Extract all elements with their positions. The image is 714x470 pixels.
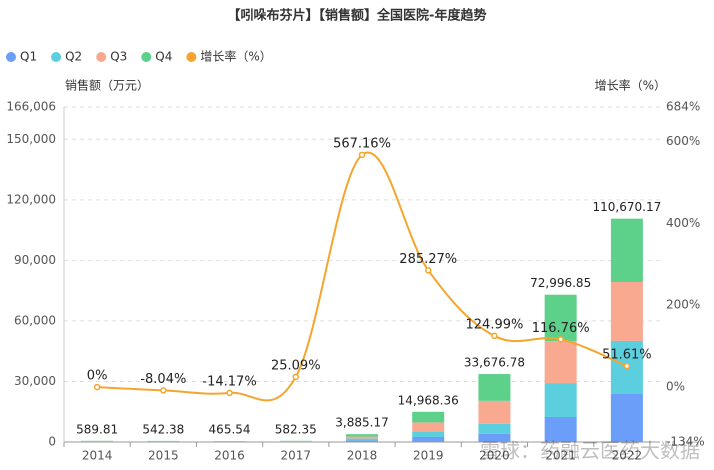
bar-segment [346,440,378,442]
y2-tick-label: 600% [666,134,700,148]
x-tick-label: 2022 [612,449,643,463]
line-point [226,389,233,397]
legend-label: Q3 [110,50,127,64]
y-tick-label: 120,000 [6,192,56,206]
total-label: 465.54 [209,423,251,437]
line-label: 567.16% [333,136,391,151]
bar-segment [610,393,643,442]
x-tick-label: 2015 [148,449,179,463]
line-point [160,387,167,394]
x-tick-label: 2014 [82,449,113,463]
y-tick-label: 30,000 [14,374,56,388]
x-tick-label: 2017 [281,449,312,463]
total-label: 14,968.36 [398,393,459,407]
bar-segment [346,438,378,441]
legend-label: 增长率（%） [200,49,271,64]
line-label: 0% [87,369,108,384]
bar-segment [346,434,378,437]
y2-tick-label: -134% [666,435,705,449]
bar-segment [610,281,643,341]
bar-segment [544,416,577,442]
watermark: 雪球：药融云医药大数据 [480,439,700,463]
bar-segment [412,411,445,423]
total-label: 582.35 [275,422,317,436]
bar-segment [478,423,511,434]
line-label: -14.17% [202,374,256,389]
total-label: 542.38 [142,422,184,436]
line [97,151,628,402]
bar-segment [412,436,445,442]
y2-tick-label: 400% [666,216,700,230]
bar-segment [544,341,577,384]
bar-segment [478,433,511,442]
bar-segment [412,422,445,432]
total-label: 72,996.85 [530,276,591,290]
bar-segment [478,400,511,424]
y-tick-label: 166,006 [6,100,56,114]
x-tick-label: 2021 [545,449,576,463]
y2-tick-label: 0% [666,380,685,394]
line-point [93,383,101,391]
legend-swatch [186,52,197,62]
chart-title: 【吲哚布芬片】【销售额】全国医院-年度趋势 [228,8,487,24]
y-tick-label: 150,000 [6,132,56,146]
bar-segment [346,436,378,439]
legend-swatch [96,52,107,62]
y2-tick-label: 200% [666,298,700,312]
total-label: 33,676.78 [464,356,525,370]
line-label: 25.09% [271,358,321,373]
bar-segment [544,294,577,342]
legend-label: Q1 [20,50,37,64]
bar-segment [478,374,511,401]
y-axis-label: 销售额（万元） [65,78,149,93]
x-tick-label: 2019 [413,449,444,463]
y-tick-label: 0 [48,435,56,449]
legend-swatch [51,52,62,62]
y2-axis-label: 增长率（%） [595,78,666,93]
x-tick-label: 2018 [347,449,378,463]
bar-segment [610,218,643,282]
bar-segment [544,383,577,417]
line-label: -8.04% [140,372,186,387]
line-point [557,336,564,343]
line-label: 51.61% [602,347,652,362]
x-tick-label: 2016 [214,449,245,463]
line-point [292,373,300,381]
total-label: 3,885.17 [335,416,388,430]
y2-tick-label: 684% [666,100,700,114]
total-label: 110,670.17 [593,200,662,214]
y-tick-label: 90,000 [14,253,56,267]
line-label: 285.27% [399,252,457,267]
line-point [491,332,498,340]
line-label: 116.76% [532,321,590,336]
line-point [358,151,366,159]
x-tick-label: 2020 [479,449,510,463]
y-tick-label: 60,000 [14,313,56,327]
legend-label: Q2 [65,50,82,64]
line-point [623,362,631,370]
legend-label: Q4 [155,50,172,64]
legend-swatch [6,52,16,62]
bar-segment [412,431,445,437]
legend-swatch [141,52,152,62]
line-point [424,267,432,274]
line-label: 124.99% [466,317,524,332]
total-label: 589.81 [76,422,118,436]
